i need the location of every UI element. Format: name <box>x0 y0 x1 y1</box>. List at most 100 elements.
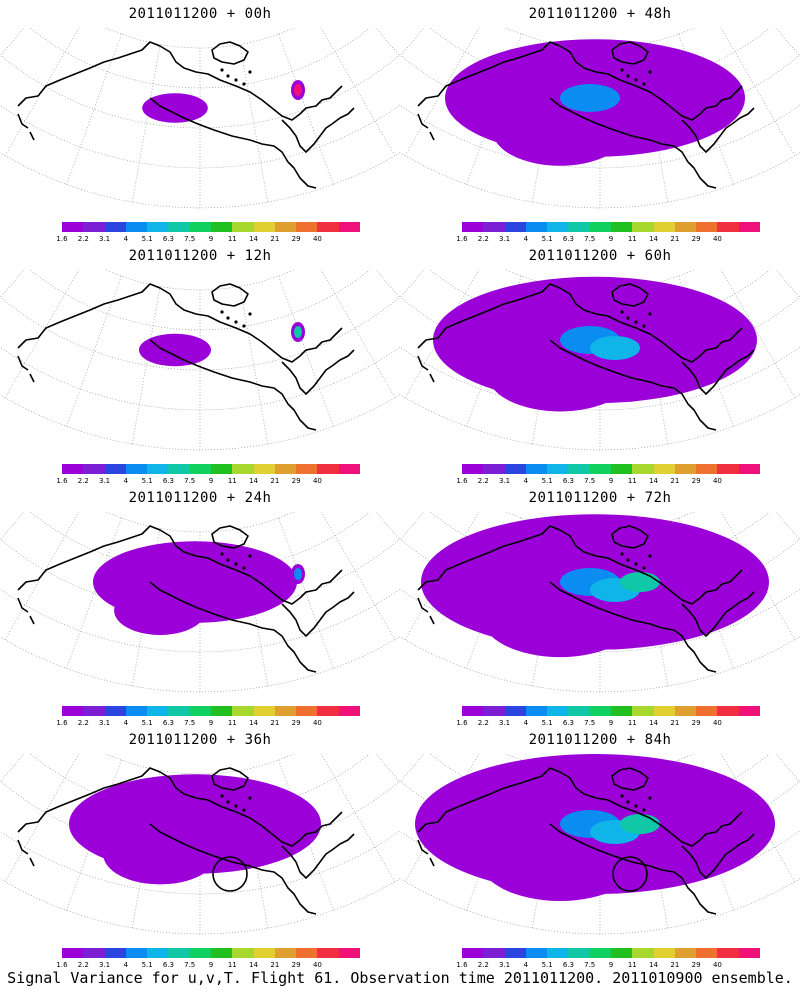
forecast-map <box>400 28 800 209</box>
colorbar-label: 4 <box>523 477 529 485</box>
colorbar-labels: 1.6 2.2 3.1 4 5.1 6.3 7.5 9 11 14 21 29 40 <box>455 719 767 729</box>
colorbar-swatch <box>674 222 697 232</box>
colorbar-swatch <box>168 222 190 232</box>
colorbar-label: 5.1 <box>541 477 553 485</box>
colorbar-swatch <box>483 948 505 958</box>
colorbar-label: 1.6 <box>456 961 468 969</box>
meridian-line <box>0 270 25 299</box>
colorbar-swatch <box>696 948 718 958</box>
colorbar-swatch <box>83 464 105 474</box>
colorbar-label: 3.1 <box>98 477 111 485</box>
colorbar-swatch <box>504 222 526 232</box>
colorbar-swatch <box>717 706 739 716</box>
colorbar-label: 6.3 <box>162 961 174 969</box>
latitude-line <box>0 54 400 129</box>
colorbar-swatch <box>125 222 148 232</box>
colorbar-swatch <box>253 222 275 232</box>
colorbar-swatch <box>738 706 760 716</box>
colorbar-label: 4 <box>523 961 529 969</box>
colorbar-label: 7.5 <box>184 961 196 969</box>
colorbar-label: 11 <box>227 477 237 485</box>
colorbar <box>462 948 760 958</box>
colorbar-label: 29 <box>691 477 701 485</box>
figure-caption: Signal Variance for u,v,T. Flight 61. Ob… <box>7 969 793 987</box>
colorbar-swatch <box>232 222 254 232</box>
colorbar-label: 40 <box>712 961 722 969</box>
colorbar-label: 3.1 <box>98 719 111 727</box>
colorbar-label: 2.2 <box>477 961 489 969</box>
colorbar-label: 40 <box>712 477 722 485</box>
latitude-line <box>0 780 400 855</box>
colorbar-swatch <box>296 464 318 474</box>
colorbar-label: 29 <box>691 961 701 969</box>
colorbar <box>462 706 760 716</box>
colorbar-swatch <box>253 464 275 474</box>
colorbar-label: 3.1 <box>498 961 511 969</box>
colorbar-swatch <box>83 948 105 958</box>
colorbar-swatch <box>483 706 505 716</box>
colorbar-label: 5.1 <box>541 235 553 243</box>
panel-title: 2011011200 + 72h <box>528 490 672 506</box>
coastline <box>417 767 755 915</box>
colorbar-label: 7.5 <box>184 477 196 485</box>
colorbar-swatch <box>210 948 233 958</box>
colorbar-swatch <box>232 948 254 958</box>
colorbar-label: 6.3 <box>562 235 574 243</box>
meridian-line <box>320 270 396 398</box>
latitude-line <box>429 28 771 89</box>
colorbar-label: 9 <box>608 235 614 243</box>
latitude-line <box>105 28 295 49</box>
colorbar-label: 5.1 <box>141 235 153 243</box>
colorbar-swatch <box>568 222 590 232</box>
latitude-line <box>0 538 400 613</box>
meridian-line <box>320 512 396 640</box>
colorbar-label: 3.1 <box>98 235 111 243</box>
colorbar-label: 40 <box>312 235 322 243</box>
forecast-map <box>400 270 800 451</box>
meridian-line <box>400 28 425 57</box>
meridian-line <box>0 754 25 783</box>
colorbar-labels: 1.6 2.2 3.1 4 5.1 6.3 7.5 9 11 14 21 29 40 <box>55 961 367 971</box>
colorbar-swatch <box>674 706 697 716</box>
colorbar-swatch <box>168 948 190 958</box>
colorbar-label: 1.6 <box>56 235 68 243</box>
colorbar-label: 14 <box>249 719 259 727</box>
colorbar-labels: 1.6 2.2 3.1 4 5.1 6.3 7.5 9 11 14 21 29 40 <box>455 961 767 971</box>
colorbar-label: 7.5 <box>584 235 596 243</box>
colorbar-label: 29 <box>291 961 301 969</box>
meridian-line <box>320 28 396 156</box>
colorbar-swatch <box>83 222 105 232</box>
colorbar-label: 11 <box>627 477 637 485</box>
coastline <box>17 525 355 673</box>
colorbar-label: 3.1 <box>498 477 511 485</box>
latitude-line <box>29 512 371 573</box>
colorbar-labels: 1.6 2.2 3.1 4 5.1 6.3 7.5 9 11 14 21 29 40 <box>55 719 367 729</box>
colorbar-swatch <box>462 464 484 474</box>
meridian-line <box>66 34 122 185</box>
colorbar-swatch <box>483 464 505 474</box>
meridian-line <box>375 28 400 57</box>
meridian-line <box>278 34 334 185</box>
colorbar-label: 40 <box>312 477 322 485</box>
colorbar-swatch <box>504 464 526 474</box>
variance-field <box>142 80 305 123</box>
colorbar-swatch <box>338 948 360 958</box>
colorbar-swatch <box>717 222 739 232</box>
colorbar-swatch <box>653 948 675 958</box>
colorbar-swatch <box>632 706 654 716</box>
colorbar-swatch <box>253 948 275 958</box>
colorbar-label: 40 <box>312 719 322 727</box>
colorbar-label: 29 <box>291 235 301 243</box>
colorbar-label: 9 <box>608 961 614 969</box>
colorbar-label: 14 <box>249 961 259 969</box>
colorbar <box>62 706 360 716</box>
meridian-line <box>278 276 334 427</box>
colorbar-swatch <box>589 464 611 474</box>
colorbar-swatch <box>274 222 297 232</box>
colorbar-label: 40 <box>312 961 322 969</box>
colorbar-swatch <box>483 222 505 232</box>
colorbar-swatch <box>632 222 654 232</box>
coastline <box>17 283 355 431</box>
colorbar-swatch <box>610 222 633 232</box>
colorbar-swatch <box>104 706 126 716</box>
